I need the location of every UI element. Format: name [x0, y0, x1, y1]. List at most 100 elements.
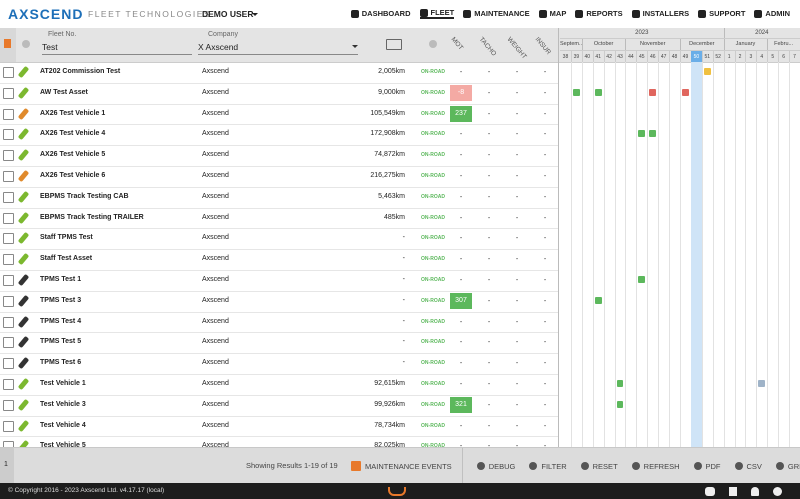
checkbox[interactable] [3, 295, 14, 307]
nav-item[interactable]: REPORTS [575, 8, 623, 19]
event-marker[interactable] [572, 88, 580, 96]
vehicle-name[interactable]: Staff TPMS Test [40, 234, 93, 242]
week-column [778, 62, 791, 447]
action-button[interactable]: FILTER [529, 462, 567, 471]
action-button[interactable]: PDF [693, 462, 721, 471]
weight-cell: - [515, 193, 519, 201]
insur-cell: - [543, 297, 547, 305]
logo[interactable]: AXSCEND [8, 6, 84, 22]
vehicle-name[interactable]: TPMS Test 4 [40, 317, 82, 325]
checkbox[interactable] [3, 129, 14, 141]
vehicle-name[interactable]: AX26 Test Vehicle 4 [40, 130, 106, 138]
action-button[interactable]: GRID [775, 462, 800, 471]
checkbox[interactable] [3, 441, 14, 447]
checkbox[interactable] [3, 87, 14, 99]
icon[interactable] [773, 487, 782, 496]
week-label: 3 [745, 50, 758, 63]
vehicle-name[interactable]: TPMS Test 5 [40, 338, 82, 346]
vehicle-icon [17, 273, 30, 287]
checkbox[interactable] [3, 212, 14, 224]
vehicle-name[interactable]: AX26 Test Vehicle 5 [40, 151, 106, 159]
checkbox[interactable] [3, 150, 14, 162]
checkbox[interactable] [3, 358, 14, 370]
checkbox[interactable] [3, 254, 14, 266]
vehicle-name[interactable]: EBPMS Track Testing TRAILER [40, 213, 144, 221]
week-label: 38 [560, 50, 572, 63]
vehicle-name[interactable]: TPMS Test 6 [40, 359, 82, 367]
checkbox[interactable] [3, 316, 14, 328]
checkbox[interactable] [3, 379, 14, 390]
company-select[interactable]: X Axscend [198, 42, 358, 55]
nav-item[interactable]: FLEET [419, 8, 455, 19]
nav-item[interactable]: ADMIN [754, 8, 790, 19]
page-number[interactable]: 1 [4, 461, 8, 468]
page-box: 1 [0, 448, 14, 484]
action-button[interactable]: REFRESH [631, 462, 680, 471]
nav-item[interactable]: MAP [538, 8, 566, 19]
fleet-no-input[interactable]: Test [42, 42, 192, 55]
event-marker[interactable] [703, 68, 711, 75]
vehicle-name[interactable]: TPMS Test 1 [40, 276, 82, 283]
bookmark-col [0, 28, 16, 62]
vehicle-name[interactable]: AW Test Asset [40, 88, 88, 96]
week-label: 6 [778, 50, 791, 63]
action-button[interactable]: DEBUG [476, 462, 515, 471]
user-menu[interactable]: DEMO USER [202, 9, 254, 19]
vehicle-name[interactable]: Test Vehicle 1 [40, 380, 86, 387]
nav-item[interactable]: SUPPORT [698, 8, 745, 19]
event-marker[interactable] [638, 276, 646, 283]
mot-cell: - [459, 443, 463, 447]
insur-cell: - [543, 131, 547, 139]
event-marker[interactable] [616, 380, 624, 387]
mot-cell: - [459, 131, 463, 139]
vehicle-name[interactable]: AT202 Commission Test [40, 68, 121, 75]
checkbox[interactable] [3, 67, 14, 78]
event-marker[interactable] [649, 88, 657, 96]
event-marker[interactable] [682, 88, 689, 96]
weight-cell: - [515, 381, 519, 388]
week-column [658, 62, 671, 447]
clear-icon[interactable] [22, 40, 30, 48]
week-column [713, 62, 725, 447]
vehicle-name[interactable]: TPMS Test 3 [40, 296, 82, 304]
nav: DASHBOARD FLEET MAINTENANCE MAP REPORTS INSTA… [350, 8, 790, 19]
checkbox[interactable] [3, 399, 14, 411]
vehicle-name[interactable]: EBPMS Track Testing CAB [40, 192, 129, 200]
checkbox[interactable] [3, 233, 14, 245]
checkbox[interactable] [3, 191, 14, 203]
action-button[interactable]: CSV [734, 462, 762, 471]
checkbox[interactable] [3, 337, 14, 349]
checkbox[interactable] [3, 108, 14, 120]
insur-cell: - [543, 339, 547, 347]
mileage: 92,615km [374, 380, 405, 387]
action-button[interactable]: RESET [580, 461, 618, 471]
icon[interactable] [705, 487, 715, 496]
checkbox[interactable] [3, 275, 14, 286]
icon[interactable] [751, 487, 759, 496]
checkbox[interactable] [3, 420, 14, 432]
vehicle-name[interactable]: AX26 Test Vehicle 6 [40, 172, 106, 179]
vehicle-name[interactable]: Staff Test Asset [40, 255, 93, 263]
vehicle-name[interactable]: Test Vehicle 3 [40, 400, 86, 408]
icon[interactable] [729, 487, 737, 496]
event-marker[interactable] [649, 130, 657, 138]
month-cell: October [581, 38, 627, 50]
vehicle-name[interactable]: Test Vehicle 5 [40, 442, 86, 447]
event-marker[interactable] [594, 296, 602, 304]
vehicle-name[interactable]: AX26 Test Vehicle 1 [40, 109, 106, 117]
button-label: RESET [592, 461, 618, 471]
checkbox[interactable] [3, 171, 14, 182]
event-marker[interactable] [638, 130, 646, 138]
company: Axscend [202, 88, 229, 96]
event-marker[interactable] [616, 400, 624, 408]
nav-item[interactable]: MAINTENANCE [463, 8, 530, 19]
nav-item[interactable]: DASHBOARD [350, 8, 411, 19]
nav-item[interactable]: INSTALLERS [631, 8, 689, 19]
event-marker[interactable] [594, 88, 602, 96]
month-cell: Febru... [767, 38, 800, 50]
event-marker[interactable] [758, 380, 766, 387]
mileage: 5,463km [378, 192, 405, 200]
action-button[interactable]: MAINTENANCE EVENTS [345, 448, 463, 484]
vehicle-name[interactable]: Test Vehicle 4 [40, 421, 86, 429]
weight-cell: - [515, 401, 519, 409]
